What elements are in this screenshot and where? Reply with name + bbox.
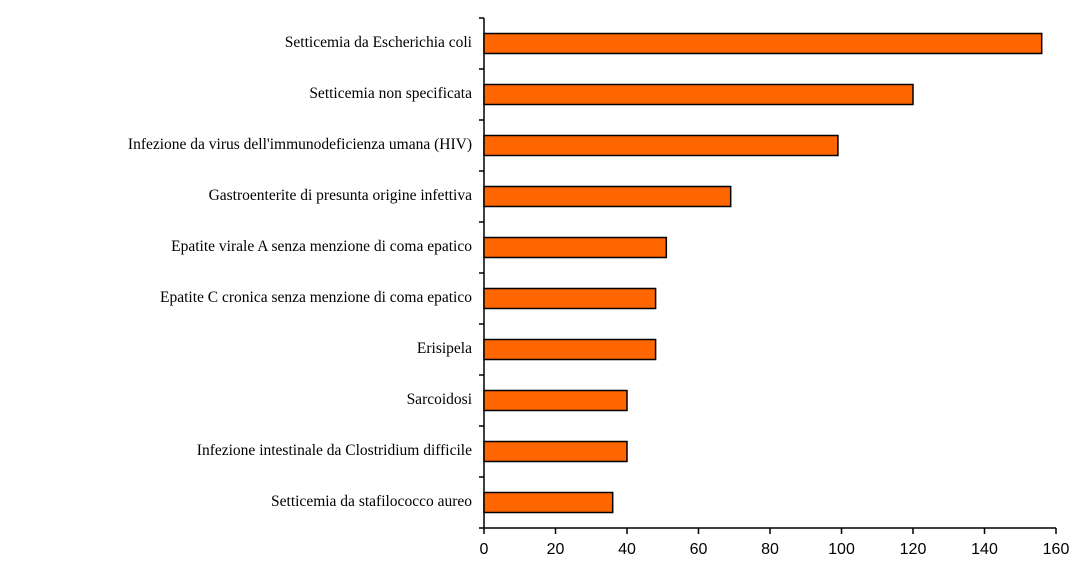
y-tick-label: Sarcoidosi bbox=[407, 391, 473, 408]
bar bbox=[483, 236, 668, 259]
x-tick-label: 20 bbox=[547, 541, 565, 558]
x-tick-label: 40 bbox=[618, 541, 636, 558]
bar bbox=[483, 83, 914, 106]
bar bbox=[483, 32, 1043, 55]
y-tick-label: Epatite C cronica senza menzione di coma… bbox=[160, 289, 472, 306]
y-tick-label: Setticemia da Escherichia coli bbox=[285, 34, 473, 51]
y-tick-label: Infezione da virus dell'immunodeficienza… bbox=[128, 136, 472, 153]
x-tick-label: 100 bbox=[828, 541, 855, 558]
x-tick-label: 120 bbox=[900, 541, 927, 558]
bar bbox=[483, 338, 657, 361]
x-tick-label: 160 bbox=[1043, 541, 1070, 558]
bar bbox=[483, 287, 657, 310]
x-tick-label: 0 bbox=[480, 541, 489, 558]
bar bbox=[483, 185, 732, 208]
bar bbox=[483, 134, 839, 157]
y-tick-label: Epatite virale A senza menzione di coma … bbox=[171, 238, 472, 255]
y-tick-label: Gastroenterite di presunta origine infet… bbox=[209, 187, 473, 204]
y-tick-label: Setticemia non specificata bbox=[309, 85, 472, 102]
x-tick-label: 140 bbox=[971, 541, 998, 558]
x-tick-label: 60 bbox=[690, 541, 708, 558]
x-tick-label: 80 bbox=[761, 541, 779, 558]
bar bbox=[483, 440, 628, 463]
y-tick-label: Erisipela bbox=[417, 340, 472, 357]
bar bbox=[483, 389, 628, 412]
y-tick-label: Infezione intestinale da Clostridium dif… bbox=[197, 442, 472, 459]
bar bbox=[483, 491, 614, 514]
y-tick-label: Setticemia da stafilococco aureo bbox=[271, 493, 472, 510]
